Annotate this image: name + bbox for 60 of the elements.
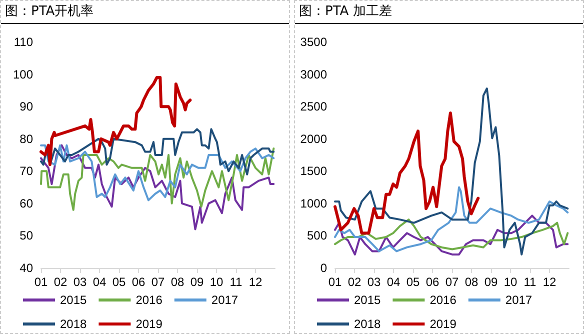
x-tick-label: 07 xyxy=(151,275,165,289)
y-tick-label: 80 xyxy=(20,132,34,146)
x-tick-label: 03 xyxy=(73,275,87,289)
y-tick-label: 90 xyxy=(20,100,34,114)
x-tick-label: 04 xyxy=(386,275,400,289)
line-series xyxy=(40,148,275,211)
legend-label: 2018 xyxy=(60,317,88,331)
x-tick-label: 09 xyxy=(190,275,204,289)
y-tick-label: 50 xyxy=(20,228,34,243)
line-series xyxy=(40,144,275,202)
x-tick-label: 02 xyxy=(54,275,68,289)
legend-label: 2019 xyxy=(136,317,163,331)
y-tick-label: 40 xyxy=(20,261,34,275)
chart-title: 图：PTA开机率 xyxy=(1,1,289,24)
y-tick-label: 0 xyxy=(320,261,328,275)
line-series xyxy=(334,112,480,235)
line-series xyxy=(40,128,275,176)
x-tick-label: 05 xyxy=(406,275,420,289)
x-tick-label: 08 xyxy=(464,275,478,289)
legend-label: 2018 xyxy=(354,317,382,331)
y-tick-label: 110 xyxy=(14,35,34,49)
line-series xyxy=(334,87,569,256)
x-tick-label: 10 xyxy=(504,275,518,289)
x-tick-label: 10 xyxy=(210,275,224,289)
x-tick-label: 09 xyxy=(484,275,498,289)
y-tick-label: 100 xyxy=(12,67,34,82)
y-tick-label: 3500 xyxy=(300,35,328,49)
x-tick-label: 08 xyxy=(170,275,184,289)
legend-label: 2015 xyxy=(60,293,88,307)
line-series xyxy=(334,186,569,252)
y-tick-label: 2000 xyxy=(300,132,328,146)
x-tick-label: 04 xyxy=(92,275,106,289)
x-tick-label: 12 xyxy=(248,275,262,289)
x-tick-label: 11 xyxy=(524,275,537,289)
line-series xyxy=(40,76,192,166)
x-tick-label: 02 xyxy=(348,275,362,289)
legend-label: 2016 xyxy=(430,293,457,307)
y-tick-label: 60 xyxy=(20,196,34,210)
y-tick-label: 1500 xyxy=(300,164,328,178)
y-tick-label: 3000 xyxy=(300,67,328,82)
legend-label: 2017 xyxy=(211,293,238,307)
legend-label: 2017 xyxy=(505,293,532,307)
x-tick-label: 06 xyxy=(426,275,440,289)
chart-title: 图：PTA 加工差 xyxy=(295,1,583,24)
x-tick-label: 05 xyxy=(112,275,126,289)
x-tick-label: 01 xyxy=(328,275,342,289)
x-tick-label: 01 xyxy=(34,275,48,289)
x-tick-label: 11 xyxy=(230,275,243,289)
y-tick-label: 500 xyxy=(306,228,328,243)
y-tick-label: 70 xyxy=(20,164,34,178)
legend-label: 2019 xyxy=(430,317,457,331)
line-series xyxy=(40,144,275,230)
x-tick-label: 12 xyxy=(542,275,556,289)
x-tick-label: 06 xyxy=(132,275,146,289)
legend-label: 2015 xyxy=(354,293,382,307)
y-tick-label: 1000 xyxy=(300,196,328,210)
x-tick-label: 03 xyxy=(367,275,381,289)
x-tick-label: 07 xyxy=(445,275,459,289)
y-tick-label: 2500 xyxy=(300,100,328,114)
legend-label: 2016 xyxy=(136,293,163,307)
